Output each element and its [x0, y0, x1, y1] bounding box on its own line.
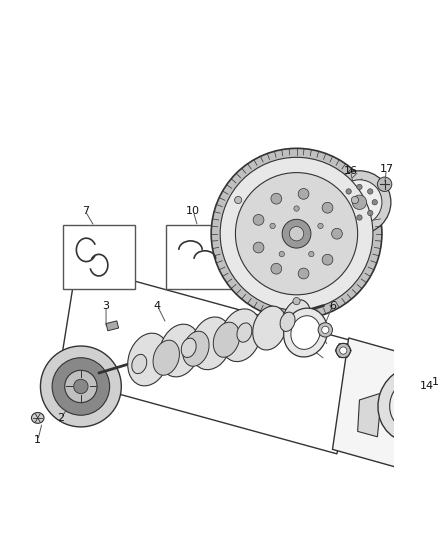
Text: 11: 11 — [315, 329, 328, 340]
Circle shape — [271, 193, 282, 204]
Polygon shape — [358, 394, 438, 448]
Ellipse shape — [321, 326, 329, 334]
Circle shape — [279, 252, 284, 257]
Circle shape — [253, 242, 264, 253]
Circle shape — [372, 199, 378, 205]
Circle shape — [352, 195, 367, 209]
Circle shape — [427, 395, 436, 405]
Circle shape — [357, 184, 362, 190]
Circle shape — [342, 199, 347, 205]
Bar — [63, 225, 135, 289]
Circle shape — [294, 206, 299, 211]
Text: 10: 10 — [186, 206, 200, 216]
Ellipse shape — [159, 324, 200, 377]
Circle shape — [211, 148, 382, 319]
Ellipse shape — [191, 317, 232, 370]
Ellipse shape — [336, 343, 350, 358]
Ellipse shape — [340, 347, 347, 354]
Ellipse shape — [220, 309, 261, 361]
Circle shape — [282, 219, 311, 248]
Ellipse shape — [128, 333, 169, 386]
Circle shape — [40, 346, 121, 427]
Polygon shape — [106, 321, 119, 331]
Circle shape — [52, 358, 110, 415]
Circle shape — [346, 211, 351, 216]
Circle shape — [346, 189, 351, 194]
Ellipse shape — [32, 413, 44, 423]
Ellipse shape — [284, 308, 328, 357]
Circle shape — [367, 211, 373, 216]
Circle shape — [271, 263, 282, 274]
Circle shape — [236, 173, 358, 295]
Circle shape — [322, 254, 333, 265]
Circle shape — [351, 196, 359, 204]
Circle shape — [290, 227, 304, 241]
Circle shape — [298, 268, 309, 279]
Ellipse shape — [291, 316, 320, 350]
Ellipse shape — [280, 312, 295, 332]
Ellipse shape — [153, 340, 180, 375]
Text: 2: 2 — [57, 413, 65, 423]
Text: 16: 16 — [343, 166, 357, 176]
Circle shape — [298, 189, 309, 199]
Ellipse shape — [318, 322, 332, 337]
Text: 6: 6 — [329, 301, 336, 311]
Ellipse shape — [390, 378, 437, 430]
Polygon shape — [332, 338, 438, 487]
Circle shape — [235, 196, 242, 204]
Circle shape — [309, 252, 314, 257]
Circle shape — [220, 157, 373, 310]
Circle shape — [270, 223, 276, 229]
Circle shape — [367, 189, 373, 194]
Ellipse shape — [213, 322, 240, 357]
Circle shape — [318, 223, 323, 229]
Circle shape — [322, 203, 333, 213]
Text: 1: 1 — [34, 435, 41, 446]
Text: 5: 5 — [261, 278, 268, 288]
Ellipse shape — [253, 306, 286, 350]
Text: 3: 3 — [102, 301, 110, 311]
Ellipse shape — [132, 354, 147, 374]
Text: 13: 13 — [431, 377, 438, 387]
Circle shape — [332, 228, 343, 239]
Ellipse shape — [181, 338, 196, 358]
Circle shape — [357, 215, 362, 220]
Bar — [166, 225, 238, 289]
Ellipse shape — [283, 300, 311, 338]
Text: 7: 7 — [82, 206, 89, 216]
Circle shape — [74, 379, 88, 394]
Text: 17: 17 — [379, 164, 393, 174]
Circle shape — [328, 171, 391, 233]
Circle shape — [253, 214, 264, 225]
Text: 12: 12 — [285, 329, 299, 340]
Circle shape — [337, 180, 382, 225]
Ellipse shape — [378, 367, 438, 442]
Circle shape — [65, 370, 97, 402]
Ellipse shape — [183, 331, 209, 366]
Text: 14: 14 — [420, 382, 434, 391]
Circle shape — [378, 177, 392, 191]
Text: 4: 4 — [154, 301, 161, 311]
Ellipse shape — [237, 323, 252, 342]
Circle shape — [293, 297, 300, 305]
Text: 15: 15 — [288, 157, 302, 167]
